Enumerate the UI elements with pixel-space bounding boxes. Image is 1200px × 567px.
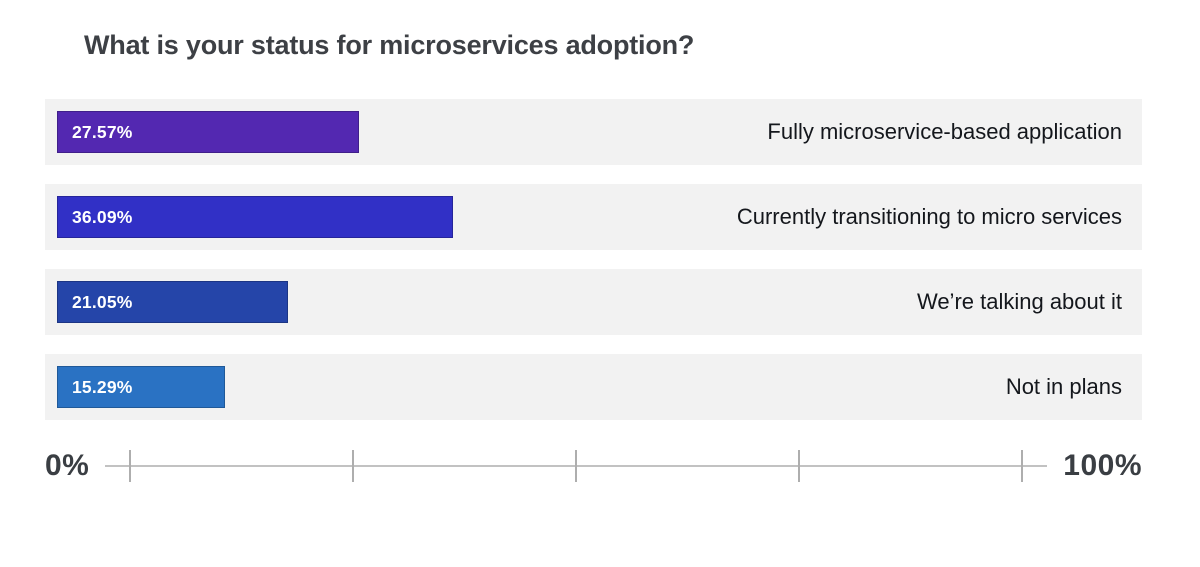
chart-row: 21.05% We’re talking about it bbox=[45, 269, 1142, 335]
x-axis: 0% 100% bbox=[45, 440, 1142, 492]
page-title: What is your status for microservices ad… bbox=[84, 30, 695, 60]
bar-value-label: 27.57% bbox=[72, 121, 133, 142]
bar-category-label: Fully microservice-based application bbox=[767, 119, 1122, 144]
bar-value-label: 36.09% bbox=[72, 206, 133, 227]
axis-tick bbox=[1021, 450, 1024, 482]
chart-row: 15.29% Not in plans bbox=[45, 354, 1142, 420]
axis-track bbox=[105, 440, 1048, 492]
axis-tick bbox=[798, 450, 801, 482]
bar-value-label: 21.05% bbox=[72, 291, 133, 312]
chart-row: 36.09% Currently transitioning to micro … bbox=[45, 184, 1142, 250]
bar: 36.09% bbox=[57, 196, 453, 238]
axis-min-label: 0% bbox=[45, 449, 90, 482]
bar: 27.57% bbox=[57, 111, 360, 153]
bar: 15.29% bbox=[57, 366, 225, 408]
axis-ticks bbox=[129, 440, 1024, 492]
axis-tick bbox=[129, 450, 132, 482]
bar-value-label: 15.29% bbox=[72, 376, 133, 397]
bar-category-label: We’re talking about it bbox=[916, 289, 1122, 314]
bar-chart: 27.57% Fully microservice-based applicat… bbox=[45, 99, 1142, 420]
axis-tick bbox=[352, 450, 355, 482]
chart-row: 27.57% Fully microservice-based applicat… bbox=[45, 99, 1142, 165]
axis-tick bbox=[575, 450, 578, 482]
bar-category-label: Not in plans bbox=[1005, 374, 1122, 399]
axis-max-label: 100% bbox=[1063, 449, 1142, 482]
bar: 21.05% bbox=[57, 281, 288, 323]
bar-category-label: Currently transitioning to micro service… bbox=[736, 204, 1122, 229]
